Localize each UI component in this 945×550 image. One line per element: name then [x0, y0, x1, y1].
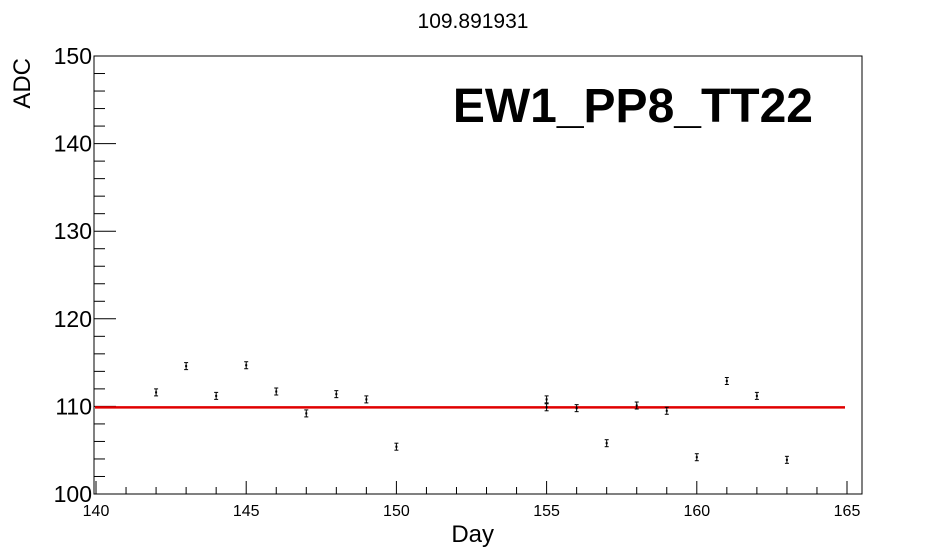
data-point	[334, 390, 339, 399]
point-marker	[575, 407, 578, 410]
x-axis-tick-labels: 140 145 150 155 160 165	[83, 503, 861, 520]
y-tick-label: 120	[54, 306, 92, 332]
y-tick-label: 140	[54, 131, 92, 157]
x-axis-title: Day	[451, 521, 494, 548]
data-point	[694, 453, 699, 462]
y-tick-label: 150	[54, 43, 92, 69]
y-tick-label: 130	[54, 218, 92, 244]
point-marker	[545, 398, 548, 401]
data-point	[184, 362, 189, 371]
data-point	[724, 376, 729, 385]
y-axis-ticks	[94, 55, 116, 495]
data-point	[394, 442, 399, 451]
data-point	[754, 391, 759, 400]
x-axis-ticks	[95, 481, 848, 494]
point-marker	[245, 364, 248, 367]
y-axis-tick-labels: 100 110 120 130 140 150	[54, 43, 92, 507]
data-point	[784, 455, 789, 464]
point-marker	[695, 456, 698, 459]
data-point	[304, 409, 309, 418]
chart-title: 109.891931	[418, 10, 529, 33]
point-marker	[725, 379, 728, 382]
data-point	[544, 403, 549, 412]
y-axis-title: ADC	[9, 58, 36, 109]
point-marker	[335, 393, 338, 396]
data-point	[364, 395, 369, 404]
x-tick-label: 150	[383, 503, 410, 520]
data-point	[604, 439, 609, 448]
data-points	[154, 361, 789, 464]
data-point	[544, 395, 549, 404]
point-marker	[275, 390, 278, 393]
x-tick-label: 155	[533, 503, 560, 520]
x-tick-label: 165	[834, 503, 861, 520]
point-marker	[635, 404, 638, 407]
data-point	[664, 406, 669, 415]
x-tick-label: 140	[83, 503, 110, 520]
y-tick-label: 110	[55, 393, 92, 419]
point-marker	[755, 394, 758, 397]
data-point	[154, 388, 159, 397]
data-point	[574, 404, 579, 413]
point-marker	[665, 409, 668, 412]
point-marker	[785, 458, 788, 461]
point-marker	[155, 391, 158, 394]
data-point	[634, 401, 639, 410]
x-tick-label: 145	[233, 503, 260, 520]
data-point	[274, 387, 279, 396]
point-marker	[305, 412, 308, 415]
data-point	[214, 391, 219, 400]
point-marker	[395, 445, 398, 448]
point-marker	[545, 406, 548, 409]
point-marker	[185, 365, 188, 368]
point-marker	[365, 398, 368, 401]
channel-label: EW1_PP8_TT22	[453, 80, 813, 133]
plot-frame	[93, 55, 863, 495]
point-marker	[605, 442, 608, 445]
point-marker	[215, 394, 218, 397]
x-tick-label: 160	[683, 503, 710, 520]
data-point	[244, 361, 249, 370]
y-tick-label: 100	[54, 481, 92, 507]
